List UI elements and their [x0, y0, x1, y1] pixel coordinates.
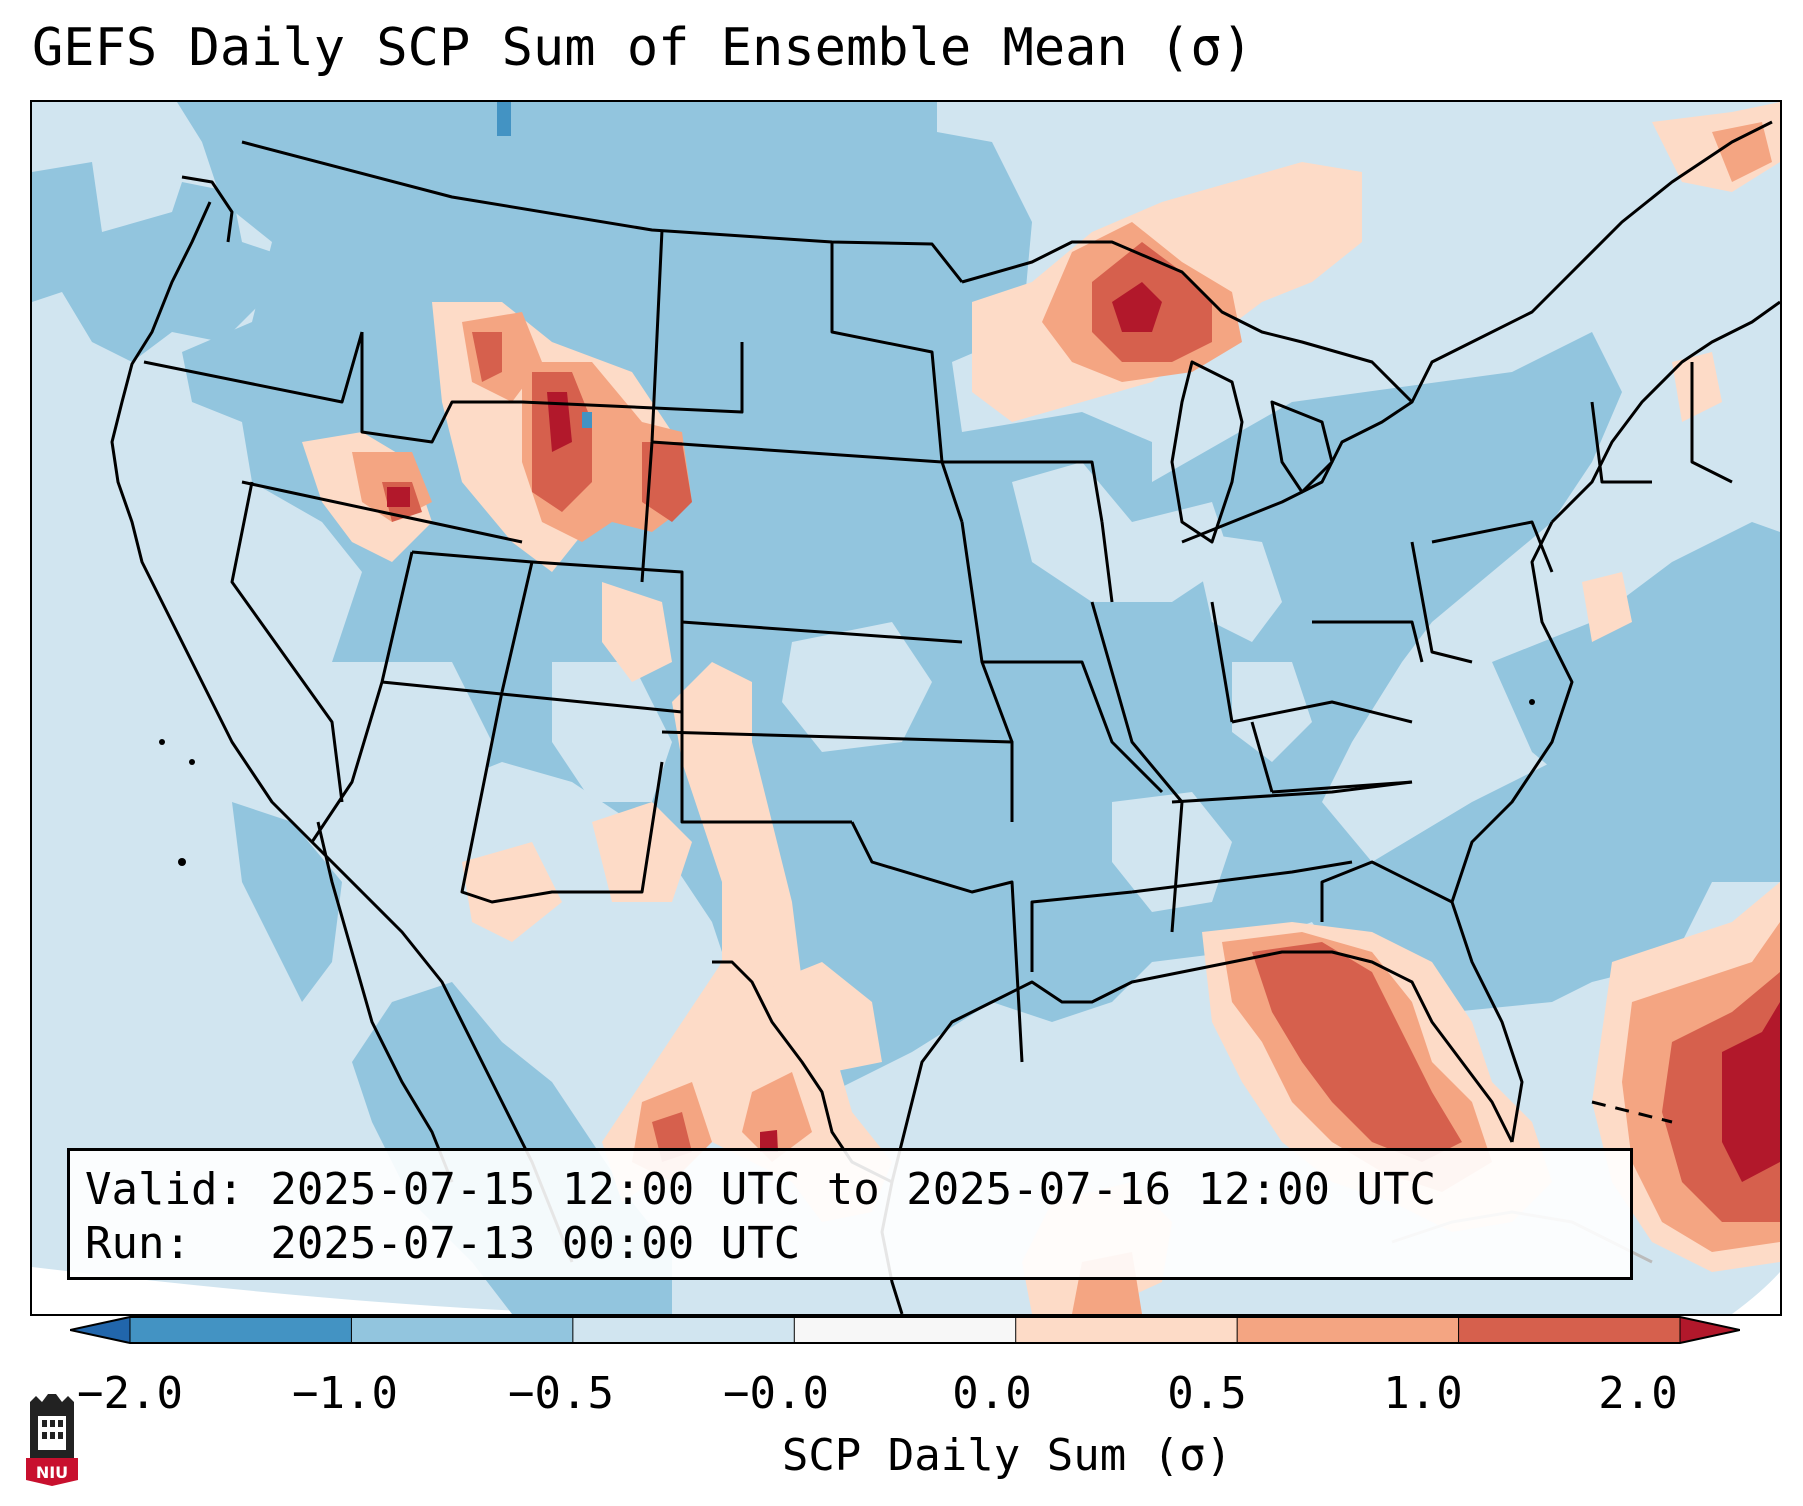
projection-edge [32, 1267, 672, 1314]
deep-blue-cell [497, 102, 511, 136]
colorbar-tick-label: −0.0 [723, 1368, 829, 1419]
colorbar-bin [1458, 1317, 1681, 1343]
colorbar-bin [794, 1317, 1017, 1343]
east-coast [1450, 521, 1574, 1143]
colorbar-tick-label: 2.0 [1598, 1368, 1678, 1419]
niu-logo-banner [26, 1458, 78, 1486]
colorbar-tick-label: −0.5 [508, 1368, 614, 1419]
colorbar-bin [572, 1317, 795, 1343]
lake-huron [1270, 400, 1334, 494]
colorbar-label: SCP Daily Sum (σ) [781, 1430, 1233, 1481]
colorbar-tick-label: 0.0 [952, 1368, 1032, 1419]
colorbar-bins [70, 1317, 1740, 1343]
colorbar-tick-label: −1.0 [292, 1368, 398, 1419]
below-normal-pacific-nw [32, 162, 272, 362]
map-title: GEFS Daily SCP Sum of Ensemble Mean (σ) [32, 18, 1253, 78]
near-normal-holes [332, 142, 1780, 912]
pacific-coastline [110, 201, 574, 1263]
colorbar-extend-low [70, 1317, 130, 1343]
bahamas [1591, 1100, 1673, 1124]
above-normal-extreme [387, 282, 1780, 1182]
baja-coast [316, 821, 454, 1183]
colorbar [70, 1316, 1740, 1344]
below-normal-atlantic [1492, 522, 1780, 822]
colorbar-tick-label: 1.0 [1383, 1368, 1463, 1419]
strong-gulf [1252, 942, 1462, 1162]
colorbar-ticks [129, 1317, 1681, 1343]
st-lawrence [1410, 120, 1773, 403]
islands [159, 699, 1535, 866]
validity-info-box: Valid: 2025-07-15 12:00 UTC to 2025-07-1… [67, 1148, 1633, 1280]
colorbar-extend-high [1680, 1317, 1740, 1343]
colorbar-tick-label: −2.0 [77, 1368, 183, 1419]
niu-logo-text: NIU [36, 1463, 68, 1482]
us-canada-border [241, 140, 964, 283]
run-time-line: Run: 2025-07-13 00:00 UTC [85, 1218, 801, 1269]
colorbar-tick-label: 0.5 [1167, 1368, 1247, 1419]
below-normal-coast [232, 802, 342, 1002]
colorbar-bin [130, 1317, 352, 1343]
colorbar-bin [1015, 1317, 1238, 1343]
valid-time-line: Valid: 2025-07-15 12:00 UTC to 2025-07-1… [85, 1164, 1437, 1215]
light-texas-mexico [602, 662, 892, 1222]
map-panel[interactable] [30, 100, 1782, 1316]
colorbar-bin [1237, 1317, 1460, 1343]
colorbar-bin [351, 1317, 574, 1343]
scp-map [32, 102, 1780, 1314]
lake-michigan [1170, 360, 1244, 544]
new-england-coast [1550, 300, 1780, 524]
extreme-caribbean [1722, 1002, 1780, 1182]
projection-edge-right [1732, 1272, 1780, 1314]
niu-logo: NIU [26, 1394, 78, 1486]
